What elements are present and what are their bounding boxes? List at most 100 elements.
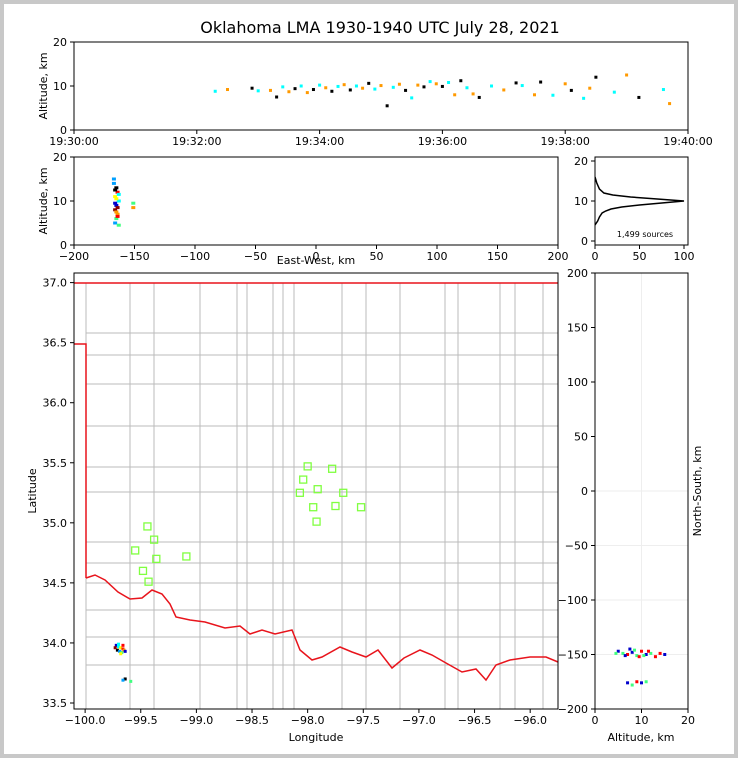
time-source-point: [588, 86, 592, 90]
time-source-point: [539, 80, 543, 84]
time-source-point: [551, 93, 555, 97]
station-marker: [149, 535, 159, 544]
eastwest-source-point: [113, 221, 118, 225]
northsouth-ytick-label: 150: [567, 322, 588, 335]
eastwest-xtick-label: −150: [119, 250, 149, 263]
time-source-point: [459, 79, 463, 83]
county-boundaries: [74, 282, 558, 709]
time-source-point: [428, 80, 432, 84]
time-source-point: [293, 87, 297, 91]
time-source-point: [299, 84, 303, 88]
eastwest-xtick-label: 50: [370, 250, 384, 263]
northsouth-source-point: [635, 654, 639, 658]
northsouth-source-point: [626, 653, 630, 656]
northsouth-alt-xtick-label: 20: [681, 714, 695, 727]
time-source-point: [533, 93, 536, 97]
time-source-point: [391, 85, 395, 89]
station-marker: [356, 503, 366, 512]
station-marker: [339, 488, 348, 497]
northsouth-source-point: [644, 653, 648, 656]
longitude-xtick-label: −99.0: [180, 714, 214, 727]
eastwest-xtick-label: 200: [548, 250, 569, 263]
northsouth-altitude-panel: 0 10 20 −200 −150 −100 −50 0 50 100 150 200 Altitud…: [558, 267, 704, 744]
station-marker: [182, 552, 191, 561]
time-source-point: [342, 83, 346, 87]
longitude-xtick-label: −98.0: [291, 714, 325, 727]
time-source-point: [661, 88, 665, 92]
eastwest-source-point: [114, 217, 119, 221]
time-xtick-label: 19:30:00: [49, 135, 98, 148]
latlon-map-panel: −100.0 −99.5 −99.0 −98.5 −98.0 −97.5 −97.0 −96.…: [26, 272, 559, 744]
eastwest-xtick-label: −100: [180, 250, 210, 263]
eastwest-alt-ytick-label: 20: [53, 151, 67, 164]
time-xtick-label: 19:40:00: [663, 135, 712, 148]
northsouth-source-point: [630, 683, 634, 687]
northsouth-source-point: [635, 680, 639, 684]
northsouth-ytick-label: 100: [567, 376, 588, 389]
histogram-xtick-label: 100: [674, 250, 695, 263]
northsouth-source-point: [640, 681, 643, 685]
time-source-point: [373, 87, 377, 91]
longitude-xlabel: Longitude: [289, 731, 344, 744]
latitude-ylabel: Latitude: [26, 468, 39, 514]
time-source-point: [379, 84, 383, 88]
altitude-histogram-panel: 0 50 100 0 10 20 1,499 sources: [574, 155, 695, 263]
histogram-alt-ytick-label: 20: [574, 155, 588, 168]
map-source-point: [117, 642, 121, 646]
northsouth-source-point: [626, 681, 630, 685]
eastwest-source-point: [113, 195, 118, 199]
latitude-ytick-label: 37.0: [43, 277, 68, 290]
eastwest-source-point: [116, 192, 121, 196]
eastwest-source-point: [113, 208, 118, 212]
time-source-point: [416, 83, 420, 87]
map-source-point: [115, 648, 119, 652]
time-source-point: [311, 88, 315, 92]
northsouth-source-point: [644, 680, 648, 684]
time-source-point: [490, 84, 494, 88]
eastwest-source-point: [131, 201, 136, 205]
state-border-south: [85, 574, 558, 682]
station-marker: [313, 485, 322, 494]
time-source-point: [668, 102, 672, 106]
station-marker: [312, 517, 321, 526]
time-xtick-label: 19:32:00: [172, 135, 221, 148]
time-source-point: [612, 90, 616, 94]
northsouth-alt-xtick-label: 0: [592, 714, 599, 727]
time-source-point: [397, 82, 401, 86]
time-source-point: [348, 88, 352, 92]
time-source-point: [422, 85, 426, 89]
map-source-point: [123, 677, 127, 681]
latitude-ytick-label: 33.5: [43, 697, 68, 710]
time-xtick-label: 19:38:00: [540, 135, 589, 148]
altitude-eastwest-ylabel: Altitude, km: [37, 167, 50, 234]
station-marker: [331, 501, 340, 511]
map-source-point: [121, 643, 125, 647]
map-source-point: [113, 646, 117, 650]
eastwest-alt-ytick-label: 0: [60, 239, 67, 252]
northsouth-source-point: [628, 647, 632, 651]
station-marker: [144, 577, 153, 586]
latitude-ytick-label: 35.5: [43, 457, 68, 470]
eastwest-source-point: [114, 197, 119, 201]
state-border-west: [74, 343, 87, 578]
station-marker: [303, 462, 312, 471]
station-marker: [309, 503, 318, 512]
station-marker: [299, 475, 308, 484]
time-alt-ytick-label: 0: [60, 124, 67, 137]
histogram-alt-ytick-label: 0: [581, 235, 588, 248]
longitude-xtick-label: −97.0: [402, 714, 436, 727]
time-source-point: [447, 80, 451, 84]
eastwest-source-point: [115, 214, 120, 218]
time-alt-ytick-label: 10: [53, 80, 67, 93]
time-source-point: [410, 96, 414, 100]
time-source-point: [367, 81, 371, 85]
eastwest-source-point: [116, 223, 121, 227]
time-source-point: [226, 88, 229, 92]
longitude-xtick-label: −96.0: [513, 714, 547, 727]
northsouth-source-point: [637, 655, 641, 659]
eastwest-source-point: [115, 206, 120, 210]
northsouth-source-point: [640, 649, 643, 653]
northsouth-source-point: [653, 655, 657, 659]
map-source-point: [123, 649, 127, 653]
